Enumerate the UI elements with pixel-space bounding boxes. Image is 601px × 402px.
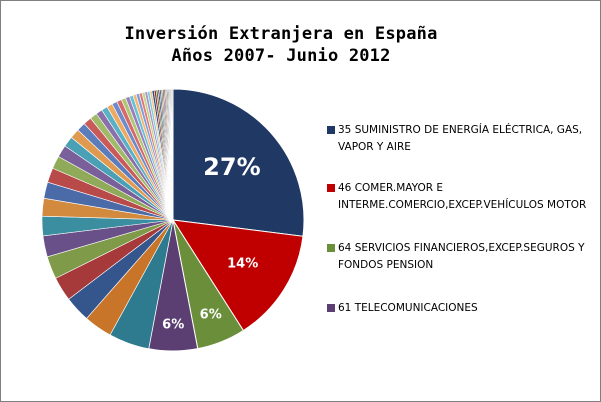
pie-data-label-0: 27% — [203, 153, 260, 181]
pie-slice-0 — [172, 88, 305, 237]
pie-slice-51 — [171, 88, 174, 221]
pie-data-label-3: 6% — [162, 317, 184, 332]
chart-title: Inversión Extranjera en España — [124, 24, 438, 44]
legend-swatch-energia — [327, 126, 335, 134]
pie-data-label-2: 6% — [200, 308, 222, 323]
legend-label-energia: 35 SUMINISTRO DE ENERGÍA ELÉCTRICA, GAS,… — [338, 124, 583, 153]
legend-swatch-financieros — [327, 244, 335, 252]
chart-subtitle: Años 2007- Junio 2012 — [171, 46, 391, 66]
legend-swatch-telecom — [327, 304, 335, 312]
pie-slice-1 — [172, 219, 304, 332]
legend-label-financieros: 64 SERVICIOS FINANCIEROS,EXCEP.SEGUROS Y… — [338, 242, 585, 271]
legend-label-telecom: 61 TELECOMUNICACIONES — [338, 302, 478, 314]
legend-label-comercio: 46 COMER.MAYOR E INTERME.COMERCIO,EXCEP.… — [338, 182, 587, 211]
legend-swatch-comercio — [327, 184, 335, 192]
pie-data-label-1: 14% — [227, 257, 258, 272]
